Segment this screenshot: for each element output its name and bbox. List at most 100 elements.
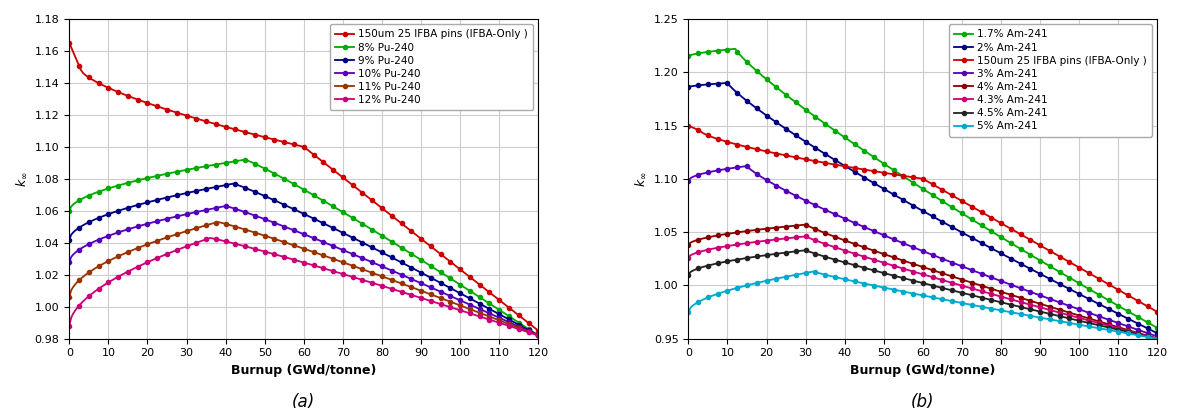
- 4.3% Am-241: [951, 282, 965, 287]
- 4.5% Am-241: [951, 289, 965, 294]
- 1.7% Am-241: [861, 151, 875, 156]
- 1.7% Am-241: [729, 47, 743, 51]
- 150um 25 IFBA pins (IFBA-Only ): [408, 232, 422, 237]
- Line: 150um 25 IFBA pins (IFBA-Only ): 150um 25 IFBA pins (IFBA-Only ): [67, 41, 541, 333]
- 4.3% Am-241: [1029, 304, 1043, 309]
- 4% Am-241: [1150, 336, 1164, 341]
- 11% Pu-240: [63, 295, 77, 299]
- 150um 25 IFBA pins (IFBA-Only ): [1144, 306, 1158, 311]
- Y-axis label: $k_{\infty}$: $k_{\infty}$: [634, 171, 648, 186]
- 10% Pu-240: [63, 259, 77, 264]
- 10% Pu-240: [243, 211, 257, 216]
- 1.7% Am-241: [1146, 323, 1161, 328]
- 4.3% Am-241: [1060, 313, 1074, 317]
- 5% Am-241: [951, 300, 965, 305]
- 150um 25 IFBA pins (IFBA-Only ): [531, 328, 545, 333]
- 4.5% Am-241: [1150, 336, 1164, 341]
- 150um 25 IFBA pins (IFBA-Only ): [330, 171, 344, 175]
- 3% Am-241: [1060, 303, 1074, 308]
- 9% Pu-240: [528, 331, 542, 336]
- 4.5% Am-241: [681, 272, 696, 277]
- 5% Am-241: [735, 284, 749, 289]
- 4% Am-241: [1029, 300, 1043, 305]
- 11% Pu-240: [115, 252, 129, 257]
- 4.3% Am-241: [799, 234, 813, 239]
- 4.5% Am-241: [861, 266, 875, 271]
- 4.5% Am-241: [1060, 315, 1074, 320]
- 10% Pu-240: [531, 333, 545, 338]
- 9% Pu-240: [411, 268, 425, 273]
- 150um 25 IFBA pins (IFBA-Only ): [1150, 310, 1164, 315]
- 12% Pu-240: [441, 304, 455, 309]
- 9% Pu-240: [531, 333, 545, 338]
- 1.7% Am-241: [1060, 274, 1074, 279]
- 11% Pu-240: [411, 287, 425, 292]
- 3% Am-241: [735, 164, 749, 169]
- 8% Pu-240: [441, 275, 455, 279]
- Y-axis label: $k_{\infty}$: $k_{\infty}$: [15, 171, 30, 186]
- 8% Pu-240: [63, 208, 77, 213]
- 5% Am-241: [1146, 335, 1161, 340]
- 5% Am-241: [861, 282, 875, 287]
- 2% Am-241: [1150, 331, 1164, 336]
- 11% Pu-240: [332, 258, 347, 263]
- 3% Am-241: [861, 226, 875, 231]
- 9% Pu-240: [226, 181, 240, 186]
- Line: 4.5% Am-241: 4.5% Am-241: [686, 248, 1159, 341]
- 11% Pu-240: [441, 299, 455, 304]
- 2% Am-241: [861, 177, 875, 182]
- 150um 25 IFBA pins (IFBA-Only ): [115, 91, 129, 96]
- X-axis label: Burnup (GWd/tonne): Burnup (GWd/tonne): [231, 364, 376, 377]
- 8% Pu-240: [115, 182, 129, 187]
- 11% Pu-240: [211, 220, 225, 224]
- Line: 5% Am-241: 5% Am-241: [686, 269, 1159, 341]
- Text: (b): (b): [911, 393, 935, 408]
- 4% Am-241: [951, 276, 965, 281]
- 3% Am-241: [951, 262, 965, 267]
- 4% Am-241: [799, 222, 813, 227]
- 150um 25 IFBA pins (IFBA-Only ): [1027, 239, 1041, 244]
- 3% Am-241: [739, 164, 754, 169]
- 1.7% Am-241: [681, 54, 696, 59]
- Line: 8% Pu-240: 8% Pu-240: [67, 157, 541, 337]
- Line: 3% Am-241: 3% Am-241: [686, 164, 1159, 339]
- 5% Am-241: [681, 310, 696, 315]
- 4% Am-241: [1060, 310, 1074, 315]
- 5% Am-241: [1150, 336, 1164, 341]
- 2% Am-241: [951, 228, 965, 233]
- Line: 9% Pu-240: 9% Pu-240: [67, 182, 541, 337]
- 4.3% Am-241: [681, 255, 696, 260]
- 3% Am-241: [1029, 292, 1043, 297]
- 11% Pu-240: [243, 228, 257, 233]
- 150um 25 IFBA pins (IFBA-Only ): [525, 324, 539, 328]
- 12% Pu-240: [115, 272, 129, 277]
- 2% Am-241: [736, 95, 750, 100]
- 8% Pu-240: [531, 333, 545, 338]
- 5% Am-241: [1060, 320, 1074, 325]
- Line: 4.3% Am-241: 4.3% Am-241: [686, 234, 1159, 341]
- 4% Am-241: [1146, 335, 1161, 340]
- 2% Am-241: [1060, 286, 1074, 290]
- 3% Am-241: [1146, 333, 1161, 338]
- Line: 1.7% Am-241: 1.7% Am-241: [686, 47, 1159, 330]
- 4.3% Am-241: [1150, 336, 1164, 341]
- 8% Pu-240: [411, 255, 425, 260]
- Line: 12% Pu-240: 12% Pu-240: [67, 236, 541, 337]
- 150um 25 IFBA pins (IFBA-Only ): [63, 40, 77, 45]
- 10% Pu-240: [332, 246, 347, 251]
- 5% Am-241: [1029, 315, 1043, 319]
- 4% Am-241: [861, 246, 875, 251]
- 12% Pu-240: [63, 324, 77, 328]
- Line: 2% Am-241: 2% Am-241: [686, 81, 1159, 335]
- 3% Am-241: [1150, 334, 1164, 339]
- Line: 10% Pu-240: 10% Pu-240: [67, 204, 541, 337]
- 11% Pu-240: [528, 331, 542, 336]
- 11% Pu-240: [531, 333, 545, 338]
- 4% Am-241: [735, 229, 749, 234]
- X-axis label: Burnup (GWd/tonne): Burnup (GWd/tonne): [851, 364, 996, 377]
- 2% Am-241: [1146, 329, 1161, 334]
- 9% Pu-240: [332, 228, 347, 233]
- 4.3% Am-241: [1146, 335, 1161, 340]
- 12% Pu-240: [531, 333, 545, 338]
- 12% Pu-240: [528, 332, 542, 337]
